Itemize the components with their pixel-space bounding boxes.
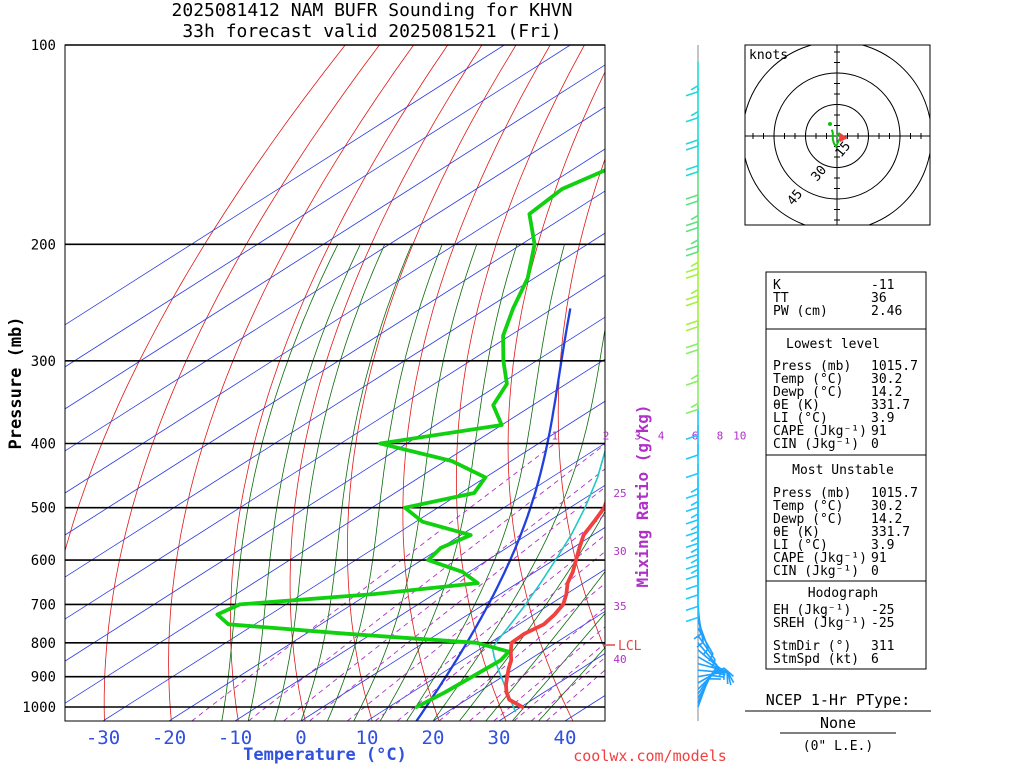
mixing-ratio-line	[439, 444, 777, 722]
hodograph-title: Hodograph	[808, 586, 878, 601]
index-value: 2.46	[871, 304, 902, 319]
mixing-ratio-tick-label: 8	[717, 430, 724, 443]
x-axis-label: Temperature (°C)	[243, 745, 407, 765]
lowest-level-title: Lowest level	[786, 337, 880, 352]
pressure-tick-label: 700	[31, 597, 56, 613]
isotherm	[433, 45, 1024, 721]
pressure-tick-label: 600	[31, 553, 56, 569]
lcl-label: LCL	[618, 639, 642, 654]
pressure-tick-label: 100	[31, 38, 56, 54]
index-label: StmSpd (kt)	[773, 652, 859, 667]
site-credit: coolwx.com/models	[573, 747, 727, 765]
isotherm	[0, 45, 504, 721]
hodograph-start-dot	[828, 122, 832, 126]
dry-adiabat	[456, 45, 584, 721]
pressure-tick-labels: 100 200 300 400 500 600 700 800 900 1000	[22, 38, 56, 716]
mixing-ratio-axis-label: Mixing Ratio (g/kg)	[633, 404, 652, 587]
wind-barb	[686, 171, 698, 205]
pressure-tick-label: 800	[31, 636, 56, 652]
indices-panel: Lowest level Most Unstable Hodograph K-1…	[766, 272, 926, 669]
ptype-title: NCEP 1-Hr PType:	[766, 691, 911, 709]
wind-barbs	[686, 45, 734, 721]
ptype-note: (0" L.E.)	[803, 739, 873, 754]
ptype-panel: NCEP 1-Hr PType: None (0" L.E.)	[745, 691, 931, 754]
index-value: 0	[871, 564, 879, 579]
index-value: 0	[871, 437, 879, 452]
pressure-tick-label: 400	[31, 437, 56, 453]
mixing-ratio-tick-label: 1	[551, 430, 558, 443]
wind-barb	[686, 222, 698, 256]
title-line-2: 33h forecast valid 2025081521 (Fri)	[182, 21, 561, 42]
pressure-tick-label: 1000	[22, 700, 56, 716]
mixing-ratio-line	[249, 444, 607, 722]
pressure-tick-label: 300	[31, 354, 56, 370]
mixing-ratio-tick-label: 40	[613, 653, 626, 666]
y-axis-label: Pressure (mb)	[6, 316, 26, 449]
index-row: SREH (Jkg⁻¹) -25	[773, 616, 894, 631]
hodograph-units: knots	[749, 48, 788, 63]
isotherm	[0, 45, 834, 721]
index-label: CIN (Jkg⁻¹)	[773, 564, 859, 579]
mixing-ratio-tick-label: 10	[733, 430, 746, 443]
wind-barb	[686, 464, 698, 498]
ptype-value: None	[820, 714, 856, 732]
temperature-tick-label: 40	[554, 727, 577, 749]
index-label: CIN (Jkg⁻¹)	[773, 437, 859, 452]
plot-frame	[65, 45, 605, 721]
dry-adiabat	[508, 45, 618, 721]
index-label: SREH (Jkg⁻¹)	[773, 616, 867, 631]
moist-adiabat	[301, 244, 412, 721]
index-value: -25	[871, 616, 894, 631]
index-label: PW (cm)	[773, 304, 828, 319]
wind-barb	[686, 502, 698, 536]
wind-barb	[686, 513, 698, 547]
temperature-tick-label: 20	[422, 727, 445, 749]
moist-adiabat	[433, 244, 621, 721]
dry-adiabat	[38, 45, 346, 721]
wind-barb	[686, 576, 698, 610]
wind-barb	[686, 588, 698, 622]
mixing-ratio-tick-label: 4	[658, 430, 665, 443]
temperature-tick-label: 30	[488, 727, 511, 749]
isotherm	[0, 45, 570, 721]
mixing-ratio-tick-label: 30	[613, 545, 626, 558]
index-value: 6	[871, 652, 879, 667]
wind-barb	[686, 351, 698, 385]
moist-adiabat	[354, 244, 477, 721]
parcel-trace	[493, 45, 670, 712]
title-line-1: 2025081412 NAM BUFR Sounding for KHVN	[172, 0, 573, 21]
isotherm	[0, 45, 636, 721]
dry-adiabat	[290, 45, 482, 721]
dry-adiabat	[104, 45, 379, 721]
temperature-tick-label: -20	[152, 727, 186, 749]
mixing-ratio-tick-label: 25	[613, 487, 626, 500]
wind-barb	[686, 444, 698, 478]
most-unstable-title: Most Unstable	[792, 463, 894, 478]
temperature-tick-label: -30	[86, 727, 120, 749]
pressure-tick-label: 900	[31, 670, 56, 686]
pressure-tick-label: 200	[31, 237, 56, 253]
dry-adiabat	[949, 45, 1024, 721]
dry-adiabat	[987, 45, 1024, 721]
isotherm	[0, 45, 768, 721]
pressure-tick-label: 500	[31, 501, 56, 517]
wind-barb	[686, 62, 698, 96]
mixing-ratio-tick-label: 2	[603, 430, 610, 443]
mixing-ratio-tick-label: 35	[613, 600, 626, 613]
